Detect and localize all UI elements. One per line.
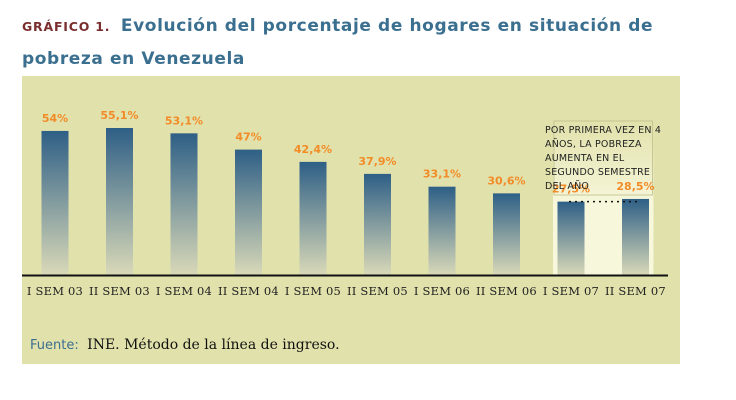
value-label: 33,1% bbox=[423, 168, 461, 181]
figure-label: GRÁFICO 1. bbox=[22, 19, 111, 34]
value-label: 30,6% bbox=[487, 174, 525, 187]
bar-i-sem-06 bbox=[428, 186, 456, 275]
value-label: 27,5% bbox=[552, 183, 590, 196]
value-label: 47% bbox=[235, 131, 261, 144]
x-tick-label: I SEM 07 bbox=[543, 284, 599, 298]
bar-i-sem-03 bbox=[41, 130, 69, 275]
source-note: Fuente: INE. Método de la línea de ingre… bbox=[30, 337, 340, 353]
bar-ii-sem-03 bbox=[106, 128, 133, 275]
value-label: 55,1% bbox=[100, 109, 138, 122]
x-tick-label: I SEM 04 bbox=[156, 284, 212, 298]
annotation-note: POR PRIMERA VEZ EN 4 AÑOS, LA POBREZA AU… bbox=[545, 125, 662, 192]
source-label: Fuente: bbox=[30, 338, 79, 353]
bar-ii-sem-06 bbox=[493, 193, 520, 275]
bar-ii-sem-05 bbox=[364, 173, 391, 275]
x-tick-label: I SEM 03 bbox=[27, 284, 83, 298]
x-tick-label: I SEM 05 bbox=[285, 284, 341, 298]
x-tick-label: II SEM 07 bbox=[605, 284, 666, 298]
x-tick-label: II SEM 05 bbox=[347, 284, 408, 298]
x-tick-label: II SEM 06 bbox=[476, 284, 537, 298]
bar-i-sem-04 bbox=[170, 133, 198, 275]
value-label: 28,5% bbox=[616, 180, 654, 193]
bar-ii-sem-07 bbox=[622, 198, 649, 275]
x-tick-label: II SEM 04 bbox=[218, 284, 279, 298]
value-label: 37,9% bbox=[358, 155, 396, 168]
annotation-box bbox=[553, 120, 653, 196]
value-label: 53,1% bbox=[165, 114, 203, 127]
x-tick-label: I SEM 06 bbox=[414, 284, 470, 298]
value-label: 42,4% bbox=[294, 143, 332, 156]
chart-title-block: GRÁFICO 1. Evolución del porcentaje de h… bbox=[22, 10, 692, 75]
chart-title: Evolución del porcentaje de hogares en s… bbox=[22, 16, 654, 69]
source-text: INE. Método de la línea de ingreso. bbox=[87, 337, 340, 353]
bar-i-sem-07 bbox=[557, 201, 585, 275]
bar-ii-sem-04 bbox=[235, 149, 262, 275]
x-tick-label: II SEM 03 bbox=[89, 284, 150, 298]
value-label: 54% bbox=[42, 112, 68, 125]
bar-i-sem-05 bbox=[299, 161, 327, 275]
